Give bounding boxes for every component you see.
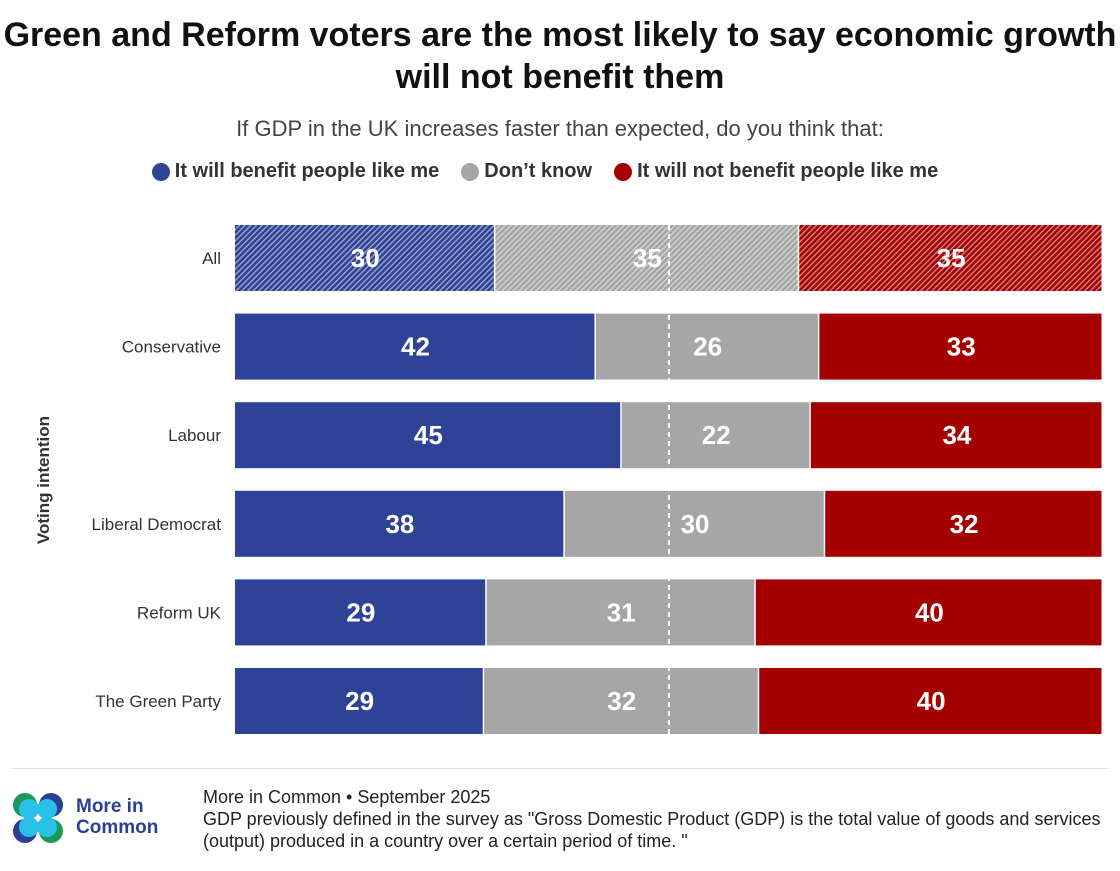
bar-benefit <box>235 668 483 734</box>
bar-benefit <box>235 402 621 469</box>
logo-text-line: More in <box>76 796 144 817</box>
data-label: 31 <box>607 597 636 627</box>
legend-label: Don’t know <box>484 160 593 182</box>
data-label: 30 <box>681 509 710 539</box>
data-label: 26 <box>693 332 722 362</box>
category-label: The Green Party <box>95 692 221 711</box>
bar-dont-know <box>621 402 810 469</box>
category-label: All <box>202 249 221 268</box>
bar-dont-know <box>484 668 758 734</box>
legend-dot-icon <box>614 162 633 181</box>
source-note: More in Common • September 2025 GDP previ… <box>203 786 1103 852</box>
data-label: 22 <box>702 420 731 450</box>
more-in-common-logo <box>13 793 63 843</box>
legend-item-dont-know: Don’t know <box>461 160 592 183</box>
data-label: 29 <box>345 686 374 716</box>
bar-dont-know <box>564 490 824 557</box>
legend-item-benefit: It will benefit people like me <box>151 160 440 183</box>
bar-not-benefit <box>755 579 1102 646</box>
data-label: 32 <box>950 509 979 539</box>
bar-dont-know <box>495 225 798 291</box>
bar-not-benefit <box>825 490 1102 557</box>
data-label: 45 <box>414 420 443 450</box>
definition-note: GDP previously defined in the survey as … <box>203 809 1101 851</box>
bar-benefit <box>235 225 494 291</box>
data-label: 35 <box>633 243 662 273</box>
data-label: 29 <box>346 597 375 627</box>
legend-item-not-benefit: It will not benefit people like me <box>614 160 938 183</box>
data-label: 33 <box>947 332 976 362</box>
bar-dont-know <box>595 313 818 380</box>
bar-dont-know <box>486 579 755 646</box>
data-label: 42 <box>401 332 430 362</box>
data-label: 32 <box>607 686 636 716</box>
bar-benefit <box>235 490 564 557</box>
legend: It will benefit people like me Don’t kno… <box>0 160 1090 183</box>
legend-label: It will benefit people like me <box>174 160 440 182</box>
legend-label: It will not benefit people like me <box>637 160 939 182</box>
bar-not-benefit <box>759 668 1102 734</box>
category-label: Conservative <box>122 338 221 357</box>
category-label: Labour <box>168 426 221 445</box>
legend-dot-icon <box>461 162 480 181</box>
chart-subtitle: If GDP in the UK increases faster than e… <box>236 116 884 141</box>
data-label: 35 <box>937 243 966 273</box>
data-label: 40 <box>915 597 944 627</box>
bar-benefit <box>235 313 595 380</box>
data-label: 38 <box>385 509 414 539</box>
footer-divider <box>12 768 1108 769</box>
category-label: Reform UK <box>137 603 222 622</box>
category-label: Liberal Democrat <box>92 515 222 534</box>
data-label: 40 <box>917 686 946 716</box>
bar-not-benefit <box>819 313 1102 380</box>
source-line: More in Common • September 2025 <box>203 787 491 807</box>
bar-not-benefit <box>799 225 1102 291</box>
chart-title: Green and Reform voters are the most lik… <box>3 16 1117 96</box>
bar-not-benefit <box>810 402 1102 469</box>
legend-dot-icon <box>151 162 170 181</box>
logo-text: More in Common <box>76 796 158 838</box>
logo-text-line: Common <box>76 817 159 838</box>
data-label: 34 <box>942 420 971 450</box>
bar-benefit <box>235 579 486 646</box>
bar-chart: All 30 35 35 Conservative 42 26 33 Labour 45 22 34 L… <box>92 225 1102 734</box>
data-label: 30 <box>351 243 380 273</box>
